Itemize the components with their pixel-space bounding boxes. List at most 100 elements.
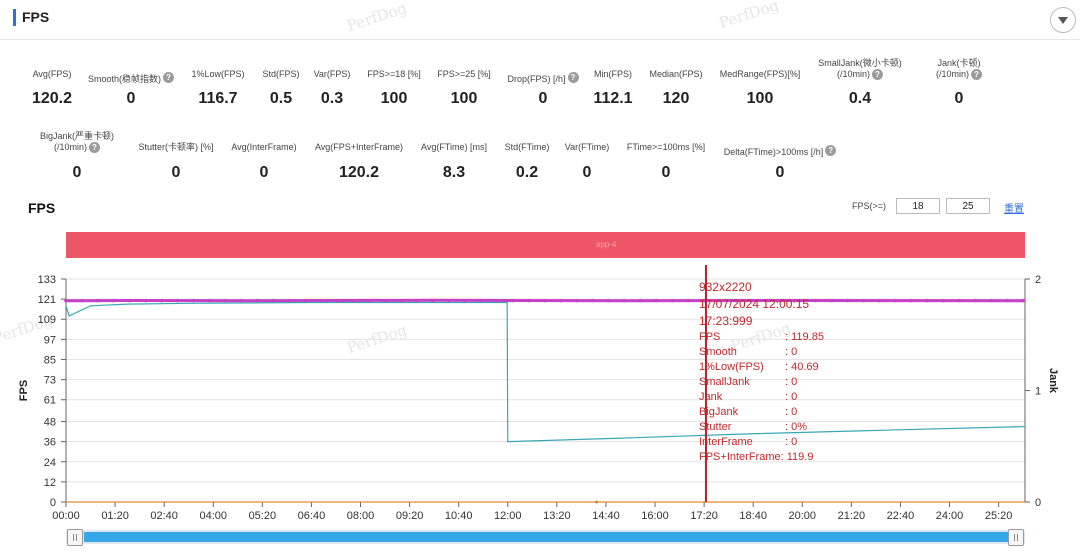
fps-point [558,298,563,303]
series-line-fps [66,298,1026,303]
x-tick-label: 18:40 [739,510,767,522]
metric-label: Avg(InterFrame) [231,142,297,152]
x-tick-label: 25:20 [985,510,1013,522]
fps-point [399,298,403,303]
fps-point [654,298,659,303]
tooltip-value: : 0 [785,406,798,418]
fps-point [670,298,675,303]
fps-point [351,298,355,303]
metric-cell: Drop(FPS) [/h]? 0 [483,69,603,114]
fps-point [128,298,132,303]
range-end-handle[interactable] [1008,529,1024,546]
metric-cell: FPS>=25 [%] 100 [404,69,524,114]
metric-label: Var(FTime) [564,142,610,152]
metric-cell: Var(FTime) 0 [527,142,647,188]
tooltip-row: 1%Low(FPS): 40.69 [699,360,824,375]
y-tick-label: 36 [44,437,56,449]
tooltip-key: Stutter [699,421,732,433]
metric-cell: SmallJank(微小卡顿) (/10min)? 0.4 [800,58,920,107]
fps-point [112,298,116,303]
tooltip-key: BigJank [699,406,739,418]
panel-title: FPS [22,9,50,25]
tooltip-value: : 0 [785,376,798,388]
fps-point [80,298,84,303]
fps-point [542,298,547,303]
metric-value: 0 [126,90,136,107]
metric-label: Min(FPS) [594,69,632,79]
fps-point [861,298,866,303]
tooltip-value: : 119.85 [785,331,824,343]
metric-cell: Var(FPS) 0.3 [272,69,392,114]
y2-tick-label: 1 [1035,386,1041,398]
x-tick-label: 12:00 [494,510,522,522]
metric-value: 0 [954,90,964,107]
tooltip-datetime: 17/07/2024 12:00:15 [699,297,810,311]
jank-point [595,500,599,504]
metric-cell: FPS>=18 [%] 100 [334,69,454,114]
metric-cell: Std(FPS) 0.5 [221,69,341,114]
metric-label: Median(FPS) [649,69,703,79]
x-tick-label: 04:00 [199,510,227,522]
metric-label-unit: (/10min)? [17,142,137,154]
fps-point [383,298,387,303]
x-tick-label: 05:20 [249,510,277,522]
fps-point [877,298,882,303]
metric-unit-text: (/10min) [836,69,870,79]
fps-point [207,298,212,303]
metric-label: Smooth(稳帧指数) [87,74,161,84]
help-icon[interactable]: ? [971,69,982,81]
tooltip-value: : 0 [785,346,798,358]
fps-point [957,298,962,303]
fps-point [478,298,483,303]
metric-value: 0 [538,90,548,107]
help-icon[interactable]: ? [567,72,579,84]
tooltip-key: SmallJank [699,376,750,388]
fps-threshold-high-input[interactable] [946,198,990,214]
collapse-chevron-icon[interactable] [1050,7,1076,33]
time-range-selection[interactable] [84,532,1009,542]
fps-point [829,298,834,303]
y-tick-label: 85 [44,354,56,366]
app-timeline-band: app-4 [66,232,1025,258]
y-tick-label: 97 [44,334,56,346]
fps-point [463,298,467,303]
reset-link[interactable]: 重置 [1004,204,1024,215]
metric-cell: Median(FPS) 120 [616,69,736,114]
fps-point [367,298,371,303]
fps-point [925,298,930,303]
chart-title: FPS [28,200,56,216]
metric-label: MedRange(FPS)[%] [719,69,801,79]
fps-point [255,298,260,303]
metric-label-unit: (/10min)? [899,69,1019,81]
metric-value: 0 [775,164,785,181]
tooltip-key: FPS [699,331,721,343]
fps-point [175,298,180,303]
fps-point [798,298,802,303]
fps-point [287,298,292,303]
x-tick-label: 24:00 [936,510,964,522]
metric-value: 0 [72,164,82,181]
fps-point [845,298,850,303]
fps-point [574,298,579,303]
y2-tick-label: 2 [1035,274,1041,286]
fps-threshold-low-input[interactable] [896,198,940,214]
help-icon[interactable]: ? [163,72,174,84]
metric-label: Avg(FPS) [32,69,72,79]
metric-value: 112.1 [593,90,633,107]
tooltip-row: Jank: 0 [699,390,824,405]
tooltip-resolution: 932x2220 [699,280,752,294]
metric-label: Std(FPS) [262,69,300,79]
fps-point [159,298,164,303]
tooltip-key: InterFrame [699,436,753,448]
range-start-handle[interactable] [67,529,83,546]
fps-point [941,298,946,303]
help-icon[interactable]: ? [825,145,837,157]
help-icon[interactable]: ? [89,142,100,154]
x-tick-label: 20:00 [789,510,817,522]
metric-value: 0 [259,164,269,181]
metric-label: Jank(卡顿) [937,58,981,68]
fps-point [526,298,531,303]
x-tick-label: 09:20 [396,510,424,522]
help-icon[interactable]: ? [872,69,883,81]
